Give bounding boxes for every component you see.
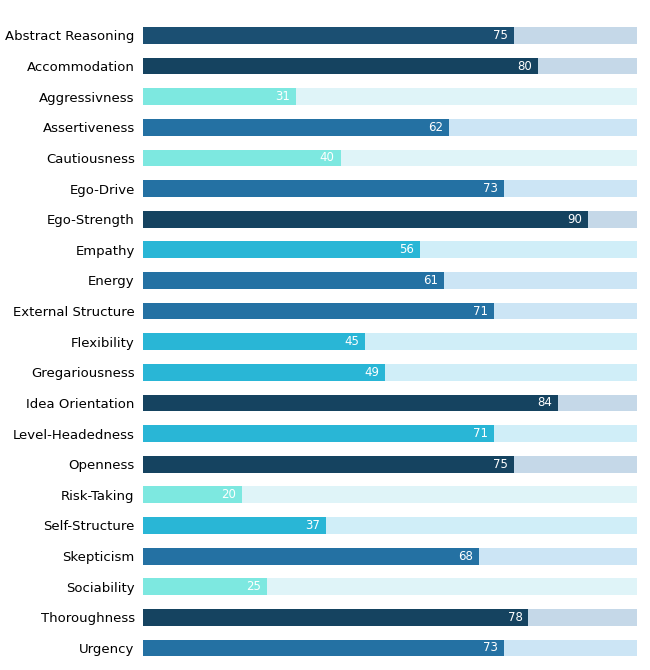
Bar — [143, 547, 637, 565]
Text: 75: 75 — [493, 29, 508, 42]
Text: 49: 49 — [364, 366, 379, 379]
Bar — [143, 241, 420, 258]
Text: 90: 90 — [567, 212, 582, 226]
Text: 56: 56 — [399, 243, 413, 257]
Bar — [143, 640, 637, 657]
Bar — [143, 303, 494, 320]
Text: 71: 71 — [473, 305, 488, 318]
Text: 78: 78 — [508, 611, 523, 624]
Text: 68: 68 — [458, 549, 473, 563]
Bar — [143, 609, 637, 626]
Bar — [143, 27, 637, 44]
Bar — [143, 640, 504, 657]
Bar — [143, 211, 637, 228]
Bar — [143, 609, 528, 626]
Bar — [143, 58, 637, 74]
Text: 31: 31 — [276, 90, 290, 103]
Text: 20: 20 — [221, 488, 236, 501]
Bar — [143, 58, 538, 74]
Bar — [143, 486, 242, 503]
Text: 73: 73 — [483, 182, 498, 195]
Text: 80: 80 — [517, 60, 532, 72]
Text: 62: 62 — [428, 121, 443, 134]
Text: 45: 45 — [344, 335, 359, 348]
Bar — [143, 547, 479, 565]
Bar — [143, 241, 637, 258]
Bar — [143, 88, 296, 105]
Text: 84: 84 — [537, 397, 552, 409]
Text: 37: 37 — [305, 519, 320, 532]
Text: 73: 73 — [483, 641, 498, 655]
Bar — [143, 456, 637, 472]
Bar — [143, 149, 341, 166]
Bar — [143, 517, 637, 534]
Text: 40: 40 — [320, 151, 335, 164]
Bar — [143, 333, 637, 350]
Bar — [143, 578, 266, 595]
Bar — [143, 364, 385, 381]
Bar — [143, 272, 637, 289]
Bar — [143, 119, 449, 136]
Bar — [143, 333, 365, 350]
Bar — [143, 180, 637, 197]
Bar — [143, 395, 637, 411]
Text: 71: 71 — [473, 427, 488, 440]
Bar — [143, 364, 637, 381]
Bar — [143, 272, 445, 289]
Bar — [143, 517, 326, 534]
Bar — [143, 303, 637, 320]
Bar — [143, 578, 637, 595]
Text: 75: 75 — [493, 458, 508, 471]
Bar — [143, 425, 637, 442]
Bar — [143, 395, 558, 411]
Bar — [143, 27, 514, 44]
Bar — [143, 149, 637, 166]
Bar — [143, 88, 637, 105]
Bar — [143, 486, 637, 503]
Text: 25: 25 — [246, 580, 261, 593]
Bar — [143, 211, 588, 228]
Bar — [143, 119, 637, 136]
Bar — [143, 456, 514, 472]
Text: 61: 61 — [423, 274, 438, 287]
Bar — [143, 425, 494, 442]
Bar — [143, 180, 504, 197]
